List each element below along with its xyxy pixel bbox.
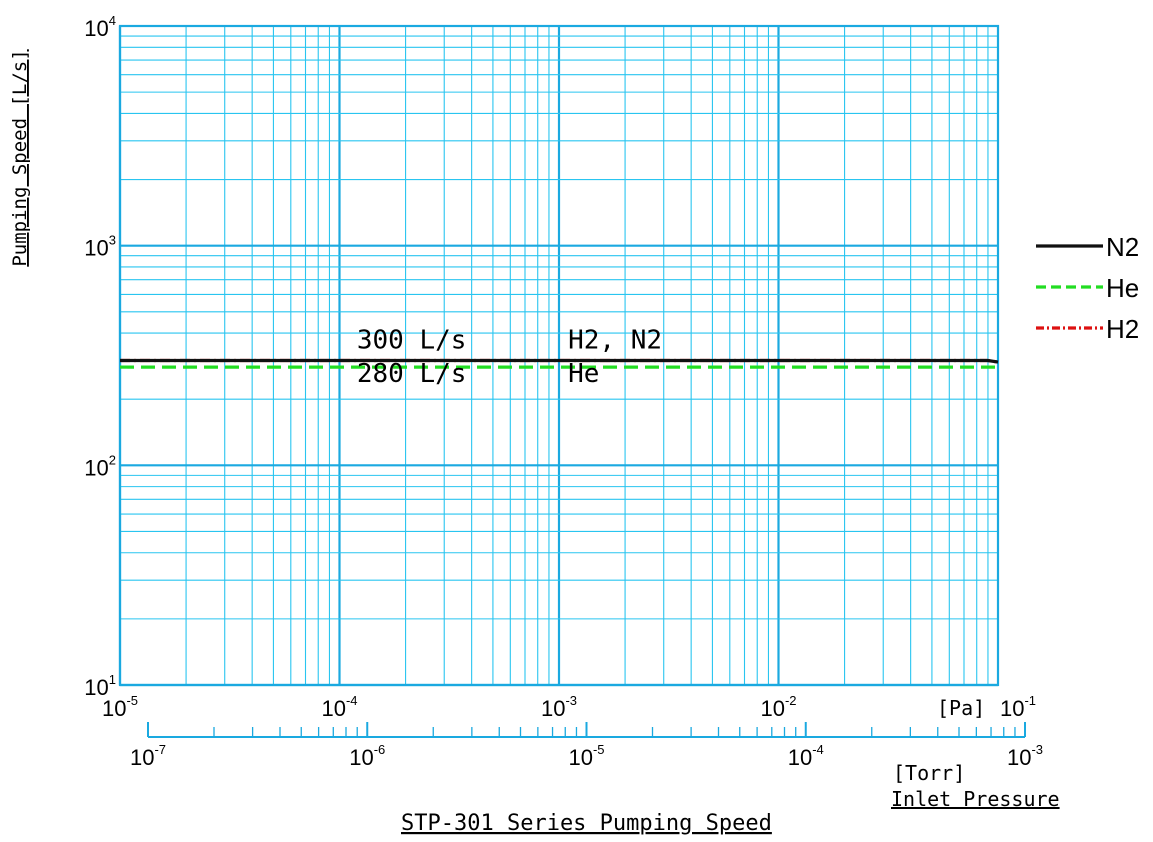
y-tick-label: 103 (84, 233, 116, 261)
y-tick-label: 104 (84, 13, 116, 41)
x-tick-label: 10-2 (760, 693, 796, 721)
y-axis-ticks: 101 102 103 104 (84, 13, 116, 700)
series-layer (120, 358, 999, 369)
x2-unit-torr: [Torr] (893, 761, 965, 785)
x-axis-torr: 10-7 10-6 10-5 10-4 10-3 (130, 722, 1043, 770)
torr-tick-label: 10-3 (1007, 742, 1043, 770)
x-axis-pa-ticks: 10-5 10-4 10-3 10-2 10-1 (102, 693, 1036, 721)
x-unit-pa: [Pa] (937, 696, 985, 720)
x-axis-label: Inlet Pressure (891, 787, 1060, 811)
legend-label: N2 (1106, 232, 1139, 262)
x-tick-label: 10-3 (541, 693, 577, 721)
x-tick-label: 10-4 (321, 693, 357, 721)
y-axis-label: Pumping Speed [L/s] (9, 49, 31, 266)
x-tick-label: 10-1 (1000, 693, 1036, 721)
curve-annotation: He (568, 359, 599, 389)
torr-tick-label: 10-6 (349, 742, 385, 770)
x-tick-label: 10-5 (102, 693, 138, 721)
chart-title: STP-301 Series Pumping Speed (401, 811, 772, 836)
y-tick-label: 102 (84, 452, 116, 480)
plot-frame (118, 24, 1000, 687)
legend-label: H2 (1106, 314, 1139, 344)
torr-tick-label: 10-4 (788, 742, 824, 770)
curve-annotation: H2, N2 (568, 326, 662, 356)
plot-grid (118, 24, 1000, 687)
curve-annotation: 300 L/s (357, 326, 467, 356)
curve-annotation: 280 L/s (357, 359, 467, 389)
torr-tick-label: 10-5 (568, 742, 604, 770)
torr-tick-label: 10-7 (130, 742, 166, 770)
series-line-n2 (120, 358, 999, 364)
legend-label: He (1106, 273, 1139, 303)
y-tick-label: 101 (84, 672, 116, 700)
legend: N2 He H2 (1036, 232, 1139, 344)
